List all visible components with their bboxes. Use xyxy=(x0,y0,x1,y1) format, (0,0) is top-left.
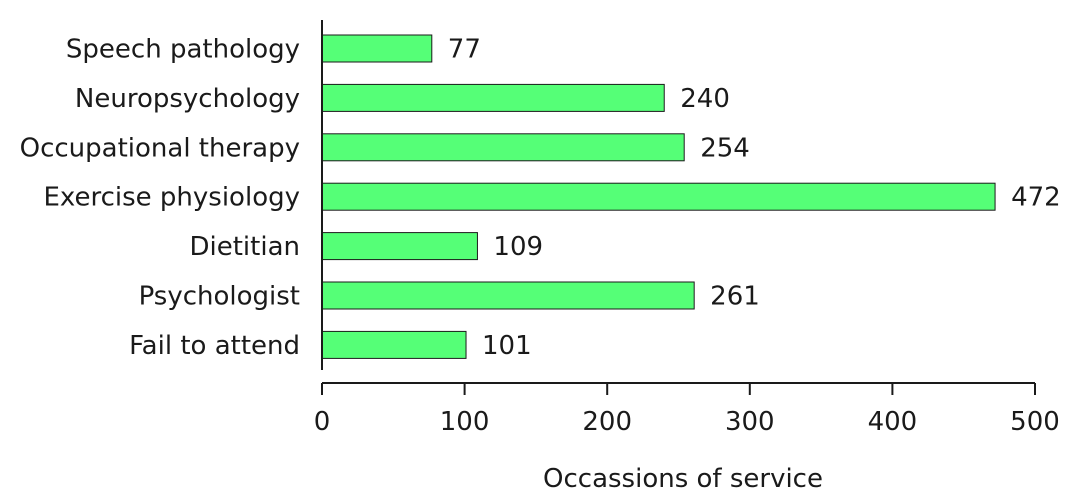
category-label-dietitian: Dietitian xyxy=(190,232,301,262)
x-axis-label: Occassions of service xyxy=(543,464,823,494)
category-label-fail-to-attend: Fail to attend xyxy=(129,331,300,361)
category-label-psychologist: Psychologist xyxy=(139,282,300,312)
category-label-neuropsychology: Neuropsychology xyxy=(75,84,300,114)
bar-neuropsychology xyxy=(321,83,665,112)
value-label-fail-to-attend: 101 xyxy=(482,331,532,361)
value-label-exercise-physiology: 472 xyxy=(1011,183,1061,213)
x-tick-label-400: 400 xyxy=(868,407,918,437)
bar-exercise-physiology xyxy=(321,182,996,211)
value-labels: 77 240 254 472 109 261 101 xyxy=(448,35,1061,361)
bar-speech-pathology xyxy=(321,34,433,63)
bar-psychologist xyxy=(321,281,695,310)
bar-fail-to-attend xyxy=(321,330,467,359)
x-tick-label-100: 100 xyxy=(440,407,490,437)
bar-dietitian xyxy=(321,232,478,261)
x-axis-ticks: 0 100 200 300 400 500 xyxy=(314,383,1060,437)
x-tick-label-500: 500 xyxy=(1010,407,1060,437)
x-tick-label-300: 300 xyxy=(725,407,775,437)
x-tick-label-0: 0 xyxy=(314,407,331,437)
value-label-psychologist: 261 xyxy=(710,282,760,312)
category-label-occupational-therapy: Occupational therapy xyxy=(20,133,300,163)
value-label-dietitian: 109 xyxy=(493,232,543,262)
value-label-occupational-therapy: 254 xyxy=(700,133,750,163)
value-label-neuropsychology: 240 xyxy=(680,84,730,114)
x-tick-label-200: 200 xyxy=(582,407,632,437)
category-label-speech-pathology: Speech pathology xyxy=(66,35,300,65)
bars-group xyxy=(321,34,996,359)
value-label-speech-pathology: 77 xyxy=(448,35,481,65)
category-labels: Speech pathology Neuropsychology Occupatio… xyxy=(20,35,300,361)
category-label-exercise-physiology: Exercise physiology xyxy=(43,183,300,213)
bar-occupational-therapy xyxy=(321,133,685,162)
